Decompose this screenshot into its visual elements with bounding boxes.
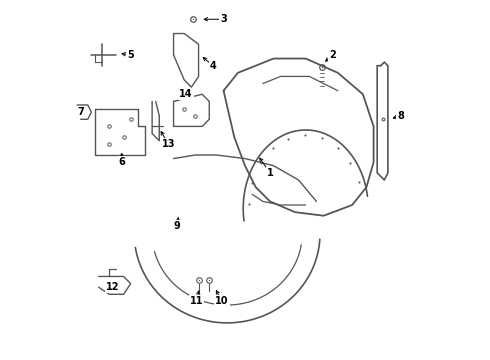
Text: 4: 4 [210, 61, 216, 71]
Text: 3: 3 [220, 14, 227, 24]
Text: 13: 13 [161, 139, 175, 149]
Text: 6: 6 [119, 157, 125, 167]
Text: 1: 1 [267, 168, 273, 178]
Text: 5: 5 [127, 50, 134, 60]
Text: 7: 7 [77, 107, 84, 117]
Text: 10: 10 [215, 296, 228, 306]
Text: 12: 12 [106, 282, 120, 292]
Text: 9: 9 [174, 221, 180, 231]
Text: 11: 11 [190, 296, 203, 306]
Text: 8: 8 [397, 111, 404, 121]
Text: 2: 2 [329, 50, 336, 60]
Text: 14: 14 [179, 89, 193, 99]
